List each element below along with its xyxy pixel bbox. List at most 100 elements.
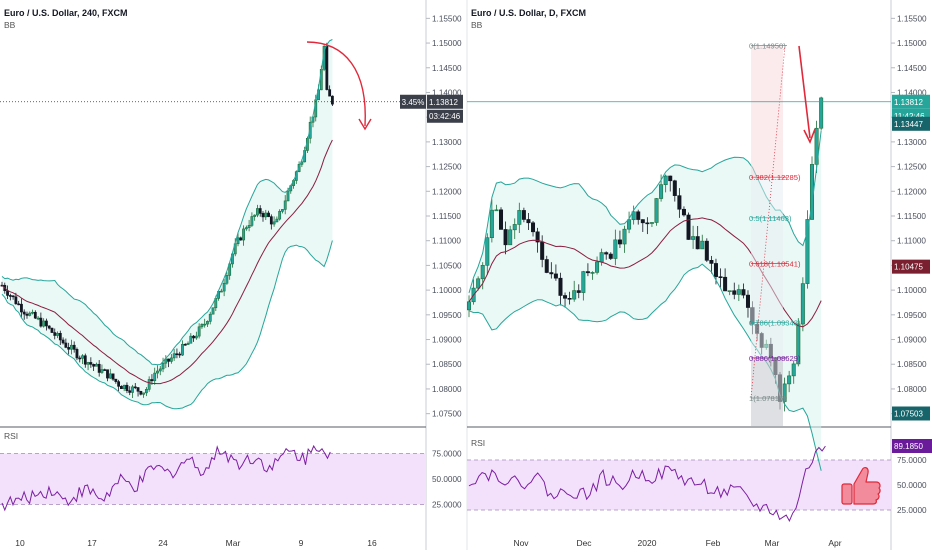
candle-body bbox=[86, 362, 90, 365]
candle-body bbox=[499, 209, 504, 230]
candle-body bbox=[14, 296, 18, 305]
candle-body bbox=[100, 369, 104, 373]
candle-body bbox=[208, 313, 212, 322]
fib-level-label: 0.786(1.09343) bbox=[749, 319, 801, 328]
candle-body bbox=[494, 209, 499, 212]
thumbs-up-icon bbox=[841, 467, 881, 505]
price-label-bg bbox=[427, 94, 463, 109]
candle-body bbox=[117, 381, 121, 387]
candle-body bbox=[219, 290, 223, 293]
candle-body bbox=[169, 357, 173, 362]
x-tick-label: 16 bbox=[367, 538, 377, 548]
candle-body bbox=[158, 368, 162, 372]
candle-body bbox=[654, 198, 659, 223]
candle-body bbox=[56, 332, 59, 336]
indicator-label: BB bbox=[4, 20, 16, 30]
candle-body bbox=[663, 175, 668, 185]
candle-body bbox=[328, 89, 332, 97]
candle-body bbox=[267, 212, 270, 217]
price-tag-bg bbox=[892, 259, 930, 274]
thumb-hand bbox=[853, 467, 881, 505]
candle-body bbox=[122, 384, 126, 390]
candle-body bbox=[800, 283, 805, 325]
candle-body bbox=[278, 210, 282, 220]
candle-body bbox=[480, 264, 485, 280]
countdown-label-bg bbox=[427, 109, 463, 123]
candle-body bbox=[128, 390, 132, 393]
fib-level-label: 1(1.07816) bbox=[749, 394, 786, 403]
y-tick-label: 1.14500 bbox=[432, 64, 462, 73]
candle-body bbox=[627, 219, 632, 230]
candle-body bbox=[22, 311, 26, 315]
fib-trendline bbox=[750, 45, 786, 399]
x-tick-label: Dec bbox=[576, 538, 592, 548]
candle-body bbox=[39, 317, 43, 327]
fib-zone-bottom bbox=[751, 357, 783, 426]
candle-body bbox=[613, 239, 618, 259]
x-tick-label: Nov bbox=[513, 538, 529, 548]
candle-body bbox=[139, 390, 143, 395]
candle-body bbox=[787, 375, 792, 385]
candle-body bbox=[526, 219, 531, 224]
rsi-band bbox=[0, 453, 426, 505]
y-tick-label: 1.14500 bbox=[897, 64, 927, 73]
candle-body bbox=[70, 344, 73, 350]
candle-body bbox=[67, 347, 71, 350]
y-tick-label: 1.10000 bbox=[897, 286, 927, 295]
x-tick-label: Mar bbox=[765, 538, 780, 548]
x-tick-label: Mar bbox=[226, 538, 241, 548]
candle-body bbox=[131, 386, 134, 393]
y-tick-label: 1.12500 bbox=[897, 163, 927, 172]
rsi-line bbox=[1, 444, 331, 512]
candle-body bbox=[119, 386, 123, 390]
candle-body bbox=[17, 303, 21, 306]
candle-body bbox=[247, 225, 251, 228]
candle-body bbox=[211, 307, 215, 315]
candle-body bbox=[72, 344, 76, 350]
y-tick-label: 1.10000 bbox=[432, 286, 462, 295]
candle-body bbox=[718, 276, 723, 278]
candle-body bbox=[325, 46, 329, 90]
candle-body bbox=[672, 180, 677, 196]
candle-body bbox=[796, 323, 801, 365]
y-tick-label: 1.08000 bbox=[897, 385, 927, 394]
candle-body bbox=[20, 303, 23, 313]
candle-body bbox=[83, 355, 87, 365]
candle-body bbox=[206, 321, 209, 325]
candle-body bbox=[172, 353, 176, 359]
candle-body bbox=[256, 208, 259, 216]
rsi-tick-label: 25.0000 bbox=[897, 506, 927, 515]
candle-body bbox=[200, 323, 204, 328]
candle-body bbox=[668, 175, 673, 182]
candle-body bbox=[558, 277, 563, 296]
y-tick-label: 1.08500 bbox=[897, 360, 927, 369]
percent-label: 3.45% bbox=[402, 98, 425, 107]
candle-body bbox=[563, 295, 568, 299]
price-tag-bg bbox=[892, 94, 930, 109]
candle-body bbox=[636, 211, 641, 220]
y-tick-label: 1.11500 bbox=[432, 212, 461, 221]
price-tag-label: 11:42:46 bbox=[894, 112, 925, 121]
candle-body bbox=[745, 294, 750, 308]
candle-body bbox=[250, 216, 254, 226]
candle-body bbox=[78, 357, 82, 360]
bollinger-basis bbox=[1, 139, 333, 385]
arrow-head bbox=[803, 128, 816, 144]
rsi-tick-label: 50.0000 bbox=[432, 475, 462, 484]
fib-level-label: 0(1.14950) bbox=[749, 42, 786, 51]
candle-body bbox=[261, 213, 265, 218]
candle-body bbox=[608, 253, 613, 259]
candle-body bbox=[269, 216, 273, 225]
candle-body bbox=[97, 363, 101, 373]
candle-body bbox=[47, 325, 51, 329]
candle-body bbox=[25, 313, 29, 316]
candle-body bbox=[181, 343, 184, 356]
rsi-tick-label: 75.0000 bbox=[432, 450, 462, 459]
candle-body bbox=[183, 343, 187, 346]
price-tag-bg bbox=[892, 116, 930, 131]
candle-body bbox=[489, 209, 494, 239]
price-label: 1.13812 bbox=[429, 98, 458, 107]
price-tag-label: 1.10475 bbox=[894, 263, 923, 272]
candle-body bbox=[111, 373, 115, 380]
candle-body bbox=[549, 272, 554, 275]
